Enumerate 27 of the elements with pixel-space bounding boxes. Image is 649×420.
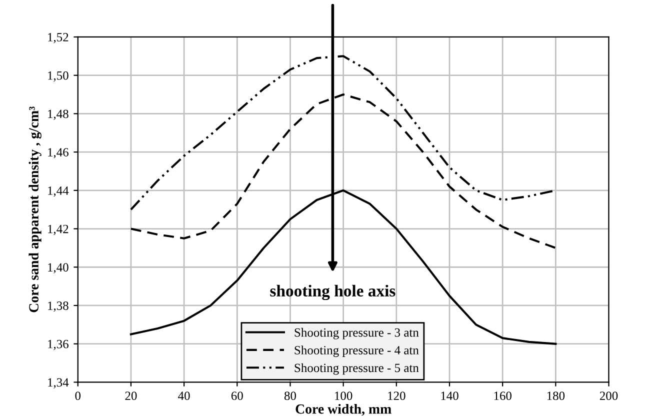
y-tick-label: 1,40 <box>48 263 68 274</box>
y-axis-title: Core sand apparent density , g/cm³ <box>28 106 42 312</box>
x-tick-label: 180 <box>547 392 565 400</box>
x-tick-label: 120 <box>388 392 406 400</box>
y-tick-label: 1,50 <box>48 71 68 82</box>
x-tick-label: 20 <box>125 392 137 400</box>
x-tick-label: 140 <box>441 392 458 400</box>
legend-label: Shooting pressure - 4 atn <box>294 346 419 358</box>
x-axis-title: Core width, mm <box>296 404 392 416</box>
legend-label: Shooting pressure - 3 atn <box>294 328 419 340</box>
y-tick-label: 1,44 <box>48 186 69 197</box>
x-tick-label: 80 <box>284 392 296 400</box>
y-tick-label: 1,48 <box>48 110 68 120</box>
y-tick-label: 1,46 <box>48 148 68 158</box>
x-tick-label: 0 <box>75 392 81 400</box>
annotation: shooting hole axis <box>270 284 396 300</box>
y-tick-label: 1,36 <box>48 340 68 350</box>
y-tick-label: 1,42 <box>48 224 68 236</box>
x-tick-label: 160 <box>494 392 512 400</box>
x-tick-label: 60 <box>231 392 243 400</box>
x-tick-label: 100 <box>335 392 352 400</box>
x-tick-label: 200 <box>600 392 618 400</box>
y-tick-label: 1,34 <box>48 378 69 388</box>
y-tick-label: 1,38 <box>48 302 68 312</box>
x-tick-label: 40 <box>178 392 190 400</box>
y-tick-label: 1,52 <box>48 33 68 44</box>
legend-label: Shooting pressure - 5 atn <box>294 363 419 375</box>
